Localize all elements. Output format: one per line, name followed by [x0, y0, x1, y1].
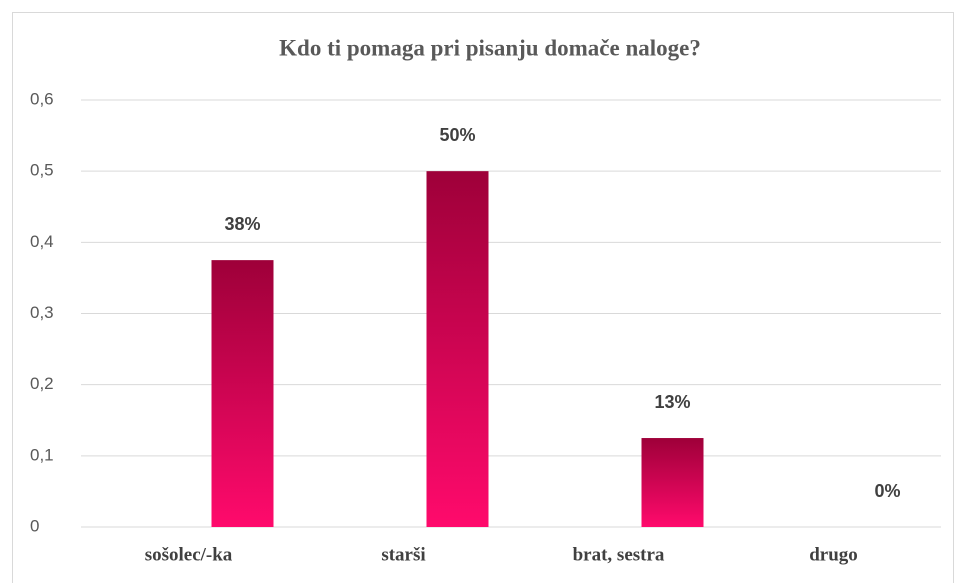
x-tick-label: starši	[381, 544, 425, 565]
data-label: 50%	[439, 125, 475, 145]
data-label: 0%	[874, 481, 900, 501]
y-tick-label: 0,5	[30, 161, 54, 180]
data-label: 13%	[654, 392, 690, 412]
y-tick-label: 0,3	[30, 303, 54, 322]
bar	[426, 171, 489, 527]
y-tick-label: 0,6	[30, 89, 54, 108]
bar	[211, 260, 274, 527]
y-tick-label: 0	[30, 516, 39, 535]
data-label: 38%	[224, 214, 260, 234]
x-tick-label: drugo	[809, 544, 858, 565]
y-tick-label: 0,4	[30, 232, 54, 251]
x-tick-label: brat, sestra	[573, 544, 665, 565]
y-tick-label: 0,1	[30, 445, 54, 464]
bar	[641, 438, 704, 527]
y-tick-label: 0,2	[30, 374, 54, 393]
x-tick-label: sošolec/-ka	[145, 544, 233, 565]
chart-title: Kdo ti pomaga pri pisanju domače naloge?	[279, 35, 701, 60]
